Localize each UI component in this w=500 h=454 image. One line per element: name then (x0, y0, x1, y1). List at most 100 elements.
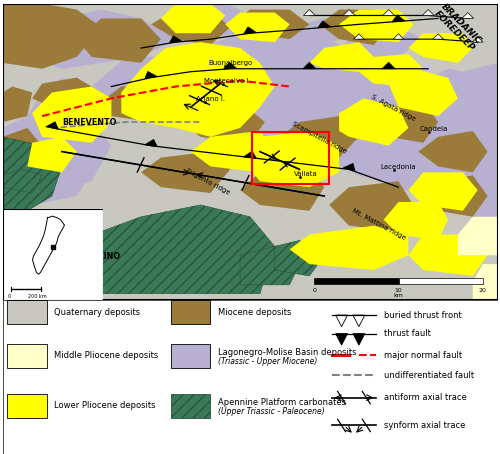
Text: 200 km: 200 km (28, 294, 46, 299)
Text: major normal fault: major normal fault (384, 350, 462, 360)
Polygon shape (2, 128, 42, 175)
Polygon shape (122, 42, 275, 137)
Polygon shape (161, 4, 260, 39)
Text: Quaternary deposits: Quaternary deposits (54, 308, 140, 317)
Polygon shape (2, 167, 42, 196)
Bar (8, 301, 47, 324)
Polygon shape (180, 101, 265, 143)
Polygon shape (369, 101, 438, 143)
Text: synform axial trace: synform axial trace (384, 421, 465, 430)
Polygon shape (393, 34, 404, 39)
Polygon shape (32, 87, 112, 143)
Polygon shape (170, 36, 182, 43)
Text: Apennine Platform carbonates: Apennine Platform carbonates (218, 398, 346, 407)
Polygon shape (458, 217, 498, 255)
Polygon shape (304, 10, 316, 15)
Polygon shape (473, 264, 498, 300)
Polygon shape (336, 334, 347, 345)
Polygon shape (102, 87, 176, 122)
Text: Ariano I.: Ariano I. (196, 96, 225, 102)
Text: (Triassic - Upper Miocene): (Triassic - Upper Miocene) (218, 357, 317, 366)
Polygon shape (240, 167, 324, 211)
Polygon shape (224, 62, 236, 69)
Polygon shape (354, 34, 364, 39)
Text: (Upper Triassic - Paleocene): (Upper Triassic - Paleocene) (218, 407, 324, 416)
Polygon shape (244, 27, 256, 34)
Text: km: km (394, 293, 404, 298)
Bar (8, 394, 47, 418)
Polygon shape (62, 205, 275, 294)
Text: buried thrust front: buried thrust front (384, 311, 462, 320)
Polygon shape (77, 19, 161, 63)
Text: 0: 0 (8, 294, 10, 299)
Polygon shape (408, 33, 473, 63)
Polygon shape (27, 137, 77, 173)
Polygon shape (12, 27, 498, 226)
Polygon shape (339, 10, 413, 42)
Text: thrust fault: thrust fault (384, 329, 430, 338)
Text: Candela: Candela (420, 126, 448, 132)
Text: S. Agata ridge: S. Agata ridge (370, 94, 417, 122)
Text: Lacedonia: Lacedonia (380, 164, 416, 170)
Polygon shape (280, 116, 359, 158)
Polygon shape (2, 137, 62, 211)
Text: Mt. Mattina ridge: Mt. Mattina ridge (351, 207, 406, 241)
Polygon shape (433, 34, 444, 39)
Polygon shape (260, 19, 349, 57)
Text: 0: 0 (312, 288, 316, 293)
Polygon shape (339, 27, 423, 69)
Polygon shape (310, 42, 374, 72)
Polygon shape (190, 131, 275, 173)
Text: Buonalbergo: Buonalbergo (208, 60, 252, 66)
Bar (171, 301, 210, 324)
Text: undifferentiated fault: undifferentiated fault (384, 371, 474, 380)
Polygon shape (32, 78, 102, 113)
Polygon shape (388, 69, 458, 116)
Polygon shape (46, 122, 59, 129)
Polygon shape (2, 169, 42, 193)
Text: BRADANIC
FOREDEEP: BRADANIC FOREDEEP (432, 2, 484, 53)
Polygon shape (408, 173, 478, 211)
Polygon shape (320, 10, 388, 45)
Polygon shape (422, 10, 434, 15)
Polygon shape (2, 87, 32, 122)
Text: Lower Pliocene deposits: Lower Pliocene deposits (54, 401, 156, 410)
Polygon shape (275, 241, 324, 276)
Polygon shape (2, 19, 498, 217)
Polygon shape (359, 54, 423, 87)
Text: 20: 20 (478, 288, 486, 293)
Polygon shape (318, 21, 330, 28)
Polygon shape (382, 62, 395, 69)
Polygon shape (141, 152, 230, 193)
Polygon shape (329, 181, 413, 232)
Polygon shape (151, 10, 230, 45)
Polygon shape (343, 163, 355, 171)
Bar (8, 344, 47, 368)
Text: Middle Pliocene deposits: Middle Pliocene deposits (54, 351, 158, 360)
Polygon shape (290, 226, 408, 270)
Polygon shape (240, 247, 300, 285)
Polygon shape (418, 131, 488, 173)
Text: Miocene deposits: Miocene deposits (218, 308, 291, 317)
Polygon shape (145, 71, 157, 79)
Polygon shape (2, 4, 102, 69)
Polygon shape (240, 131, 339, 187)
Polygon shape (418, 175, 488, 217)
Polygon shape (244, 151, 256, 158)
Polygon shape (392, 15, 405, 22)
Bar (398, 278, 482, 284)
Polygon shape (230, 10, 310, 39)
Text: AVELLINO: AVELLINO (77, 252, 121, 261)
Text: Montecalvo I.: Montecalvo I. (204, 78, 251, 84)
Text: 10: 10 (394, 288, 402, 293)
Polygon shape (42, 10, 176, 69)
Polygon shape (339, 99, 408, 146)
Polygon shape (408, 235, 488, 276)
Polygon shape (353, 334, 365, 345)
Bar (171, 344, 210, 368)
Text: Lagonegro-Molise Basin deposits: Lagonegro-Molise Basin deposits (218, 347, 356, 356)
Polygon shape (225, 13, 290, 42)
Bar (171, 394, 210, 418)
Polygon shape (343, 10, 355, 15)
Polygon shape (382, 10, 394, 15)
